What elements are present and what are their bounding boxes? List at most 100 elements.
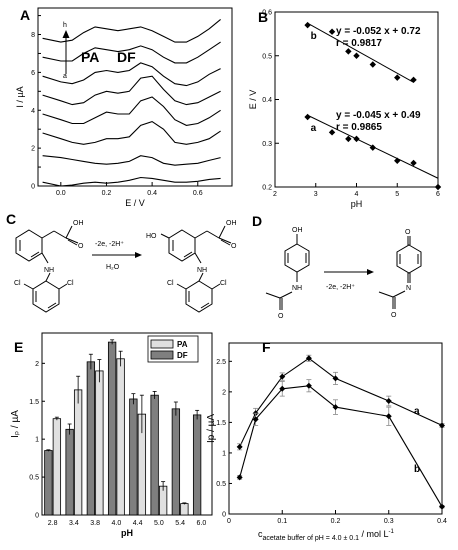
- data-point-b: [353, 52, 360, 59]
- voltammogram-curve-4: [42, 96, 221, 126]
- y-tick-label-a: 8: [31, 32, 35, 39]
- y-tick-label-f: 2.5: [216, 359, 226, 366]
- y-tick-label-e: 0.5: [29, 475, 39, 482]
- x-tick-label-e: 3.4: [69, 520, 79, 527]
- panel-letter-b: B: [258, 9, 268, 25]
- bar-pa: [116, 358, 125, 516]
- conditions-d: -2e, -2H⁺: [326, 284, 355, 291]
- data-point-a: [410, 159, 417, 167]
- bar-pa: [180, 503, 189, 516]
- y-axis-label-f: Ip / µA: [206, 414, 217, 443]
- y-tick-label-b: 0.5: [262, 53, 272, 60]
- data-point-b: [394, 74, 401, 81]
- fit-line-b: [307, 22, 414, 83]
- label-d-oh: OH: [292, 227, 303, 234]
- bar-df: [44, 450, 53, 516]
- plot-f-frame: [228, 342, 443, 515]
- voltammogram-curve-7: [42, 41, 221, 64]
- reaction-arrowhead-d: [367, 269, 374, 275]
- y-tick-label-b: 0.6: [262, 10, 272, 17]
- label-c-cl4: Cl: [220, 280, 227, 287]
- data-point-a: [434, 183, 442, 191]
- x-tick-label-b: 5: [395, 191, 399, 198]
- y-tick-label-e: 0: [35, 513, 39, 520]
- panel-letter-e: E: [14, 339, 23, 355]
- x-tick-label-f: 0: [227, 518, 231, 525]
- x-axis-label-f-part-2: acetate buffer of pH = 4.0 ± 0.1: [263, 535, 360, 542]
- x-tick-label-f: 0.3: [384, 518, 394, 525]
- x-tick-label-b: 2: [273, 191, 277, 198]
- voltammogram-curve-6: [42, 62, 221, 87]
- y-tick-label-a: 0: [31, 184, 35, 191]
- data-point-b: [304, 21, 311, 29]
- y-axis-label-e: Iₚ / µA: [10, 410, 21, 438]
- voltammogram-curve-2: [42, 155, 221, 166]
- arrow-label-top: h: [63, 22, 67, 29]
- data-point-b: [236, 474, 243, 481]
- x-tick-label-b: 4: [355, 191, 359, 198]
- bar-df: [65, 428, 74, 516]
- x-tick-label-e: 4.0: [112, 520, 122, 527]
- x-tick-label-e: 2.8: [48, 520, 58, 527]
- data-point-b: [369, 61, 376, 68]
- r-value-a: r = 0.9865: [336, 122, 382, 133]
- data-point-a: [353, 135, 360, 143]
- y-tick-label-e: 2: [35, 361, 39, 368]
- x-tick-label-e: 6.0: [197, 520, 207, 527]
- curve-order-arrow: [62, 30, 70, 74]
- label-d-o-bottom: O: [391, 312, 397, 319]
- label-c-nh-product: NH: [197, 267, 207, 274]
- label-d-o-top: O: [405, 229, 411, 236]
- label-c-cl2: Cl: [67, 280, 74, 287]
- y-tick-label-f: 1.5: [216, 420, 226, 427]
- label-c-o-product: O: [231, 243, 237, 250]
- scheme-c-product: [160, 225, 232, 313]
- panel-e-chart: 0 0.5 1 1.5 2 2.8 3.4 3.8 4.0 4.4 5.0 5.4 6.0 pH Iₚ / …: [10, 332, 213, 538]
- data-point-a: [332, 375, 339, 382]
- data-point-b: [345, 48, 352, 55]
- label-d-o: O: [278, 313, 284, 320]
- panel-a-chart: 0.0 0.2 0.4 0.6 0 2 4 6 8 E / V I / µA: [15, 7, 233, 208]
- x-tick-label-b: 3: [314, 191, 318, 198]
- data-point-a: [236, 443, 243, 450]
- series-label-b: b: [414, 464, 420, 475]
- x-tick-label-f: 0.1: [277, 518, 287, 525]
- data-point-a: [385, 398, 392, 405]
- equation-a: y = -0.045 x + 0.49: [336, 110, 421, 121]
- panel-letter-f: F: [262, 339, 271, 355]
- bar-df: [129, 398, 138, 516]
- panel-letter-a: A: [20, 7, 30, 23]
- voltammogram-curve-8: [42, 18, 221, 43]
- bar-pa: [73, 389, 83, 516]
- data-point-a: [439, 422, 445, 429]
- legend-swatch-df: [150, 350, 174, 360]
- x-axis-label-f: cacetate buffer of pH = 4.0 ± 0.1 / mol …: [258, 529, 395, 542]
- voltammogram-curve-3: [42, 120, 221, 145]
- label-c-cl3: Cl: [167, 280, 174, 287]
- data-point-a: [369, 144, 376, 151]
- data-point-b: [410, 76, 417, 84]
- data-point-b: [328, 28, 336, 35]
- x-tick-label-b: 6: [436, 191, 440, 198]
- data-point-b: [439, 503, 445, 510]
- bar-df: [150, 394, 159, 516]
- label-c-nh: NH: [44, 267, 54, 274]
- y-tick-label-f: 0.5: [216, 481, 226, 488]
- series-label-a: a: [311, 123, 317, 134]
- x-tick-label-e: 3.8: [90, 520, 100, 527]
- legend-label-df: DF: [177, 351, 188, 360]
- bar-df: [86, 361, 96, 516]
- bar-pa: [52, 418, 62, 516]
- data-point-b: [279, 385, 286, 392]
- data-point-b: [385, 413, 392, 420]
- equation-b: y = -0.052 x + 0.72: [336, 26, 421, 37]
- data-point-a: [279, 373, 286, 380]
- bar-df: [107, 341, 117, 516]
- data-point-a: [305, 355, 312, 362]
- y-tick-label-e: 1.5: [29, 399, 39, 406]
- bar-pa: [95, 370, 104, 516]
- label-c-ho: HO: [146, 233, 157, 240]
- data-point-b: [305, 382, 312, 389]
- label-c-oh: OH: [73, 220, 84, 227]
